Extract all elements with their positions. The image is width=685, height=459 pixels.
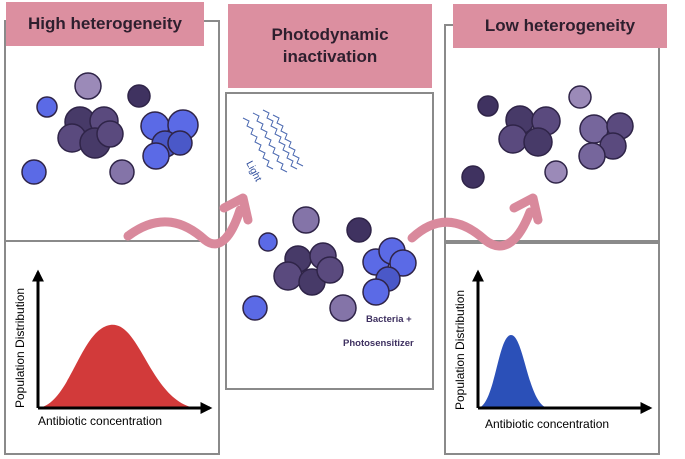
bacterium: [346, 217, 372, 243]
bacterium: [292, 206, 320, 234]
bacterium: [21, 159, 47, 185]
bacterium: [362, 278, 390, 306]
narrow-distribution-curve: [478, 335, 548, 408]
bacterium: [568, 85, 592, 109]
bacterium: [96, 120, 124, 148]
bacterium: [544, 160, 568, 184]
low-heterogeneity-title: Low heterogeneity: [453, 4, 667, 48]
bacterium: [74, 72, 102, 100]
bacterium: [461, 165, 485, 189]
flow-arrow-left: [123, 193, 253, 249]
bacterium: [142, 142, 170, 170]
x-axis-label: Antibiotic concentration: [38, 414, 162, 428]
bacterium: [109, 159, 135, 185]
bacterium: [498, 124, 528, 154]
bacterium: [316, 256, 344, 284]
center-bacteria-cluster: [242, 206, 417, 322]
bacterium: [273, 261, 303, 291]
wide-distribution-curve: [38, 324, 195, 408]
bacterium: [258, 232, 278, 252]
bacterium: [36, 96, 58, 118]
right-bacteria-cluster: [461, 85, 634, 189]
photodynamic-inactivation-title: Photodynamic inactivation: [228, 4, 432, 88]
bacterium: [167, 130, 193, 156]
bacteria-label: Bacteria +: [366, 314, 412, 325]
y-axis-label: Population Distribution: [453, 290, 467, 410]
light-waves-icon: [242, 109, 304, 173]
right-distribution-chart: Population Distribution Antibiotic conce…: [453, 269, 653, 431]
high-heterogeneity-title: High heterogeneity: [6, 2, 204, 46]
bacterium: [242, 295, 268, 321]
left-bacteria-cluster: [21, 72, 199, 185]
x-axis-label: Antibiotic concentration: [485, 417, 609, 431]
y-axis-label: Population Distribution: [13, 288, 27, 408]
bacterium: [477, 95, 499, 117]
flow-arrow-right: [407, 193, 543, 251]
bacterium: [523, 127, 553, 157]
photosensitizer-label: Photosensitizer: [343, 338, 414, 349]
bacterium: [127, 84, 151, 108]
left-distribution-chart: Population Distribution Antibiotic conce…: [13, 269, 213, 428]
light-label: Light: [243, 159, 263, 184]
bacterium: [578, 142, 606, 170]
center-title-text: Photodynamic inactivation: [271, 25, 389, 66]
bacterium: [329, 294, 357, 322]
